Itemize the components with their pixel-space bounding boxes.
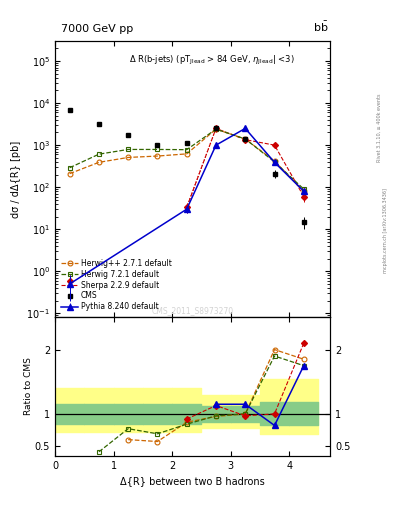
Sherpa 2.2.9 default [272,142,277,148]
Y-axis label: dσ / dΔ{R} [pb]: dσ / dΔ{R} [pb] [11,141,21,218]
Herwig++ 2.7.1 default [155,153,160,159]
Herwig 7.2.1 default [155,146,160,153]
Herwig 7.2.1 default [126,146,130,153]
Herwig++ 2.7.1 default [67,170,72,177]
Legend: Herwig++ 2.7.1 default, Herwig 7.2.1 default, Sherpa 2.2.9 default, CMS, Pythia : Herwig++ 2.7.1 default, Herwig 7.2.1 def… [59,257,174,314]
Herwig 7.2.1 default [184,146,189,153]
Text: 7000 GeV pp: 7000 GeV pp [61,24,133,34]
Herwig++ 2.7.1 default [301,188,306,195]
Herwig++ 2.7.1 default [272,158,277,164]
Herwig++ 2.7.1 default [126,154,130,160]
Herwig++ 2.7.1 default [184,151,189,157]
Sherpa 2.2.9 default [184,204,189,210]
Text: b$\bar{\mathregular{b}}$: b$\bar{\mathregular{b}}$ [313,19,328,34]
Line: Sherpa 2.2.9 default: Sherpa 2.2.9 default [187,129,304,207]
Text: mcplots.cern.ch [arXiv:1306.3436]: mcplots.cern.ch [arXiv:1306.3436] [383,188,387,273]
X-axis label: Δ{R} between two B hadrons: Δ{R} between two B hadrons [120,476,265,486]
Text: Rivet 3.1.10, ≥ 400k events: Rivet 3.1.10, ≥ 400k events [377,94,382,162]
Sherpa 2.2.9 default [301,194,306,200]
Herwig 7.2.1 default [301,186,306,192]
Line: Herwig++ 2.7.1 default: Herwig++ 2.7.1 default [67,126,306,194]
Herwig 7.2.1 default [214,126,219,132]
Herwig 7.2.1 default [243,136,248,142]
Herwig 7.2.1 default [272,159,277,165]
Text: CMS_2011_S8973270: CMS_2011_S8973270 [152,306,233,315]
Sherpa 2.2.9 default [214,125,219,132]
Herwig 7.2.1 default [97,151,101,157]
Line: Herwig 7.2.1 default: Herwig 7.2.1 default [67,126,306,191]
Y-axis label: Ratio to CMS: Ratio to CMS [24,357,33,416]
Herwig++ 2.7.1 default [243,136,248,142]
Herwig++ 2.7.1 default [214,126,219,132]
Text: $\Delta$ R(b-jets) (pT$_{\mathregular{Jlead}}$ > 84 GeV, $\eta_{\mathregular{Jle: $\Delta$ R(b-jets) (pT$_{\mathregular{Jl… [129,53,295,67]
Herwig++ 2.7.1 default [97,159,101,165]
Sherpa 2.2.9 default [243,137,248,143]
Herwig 7.2.1 default [67,165,72,171]
